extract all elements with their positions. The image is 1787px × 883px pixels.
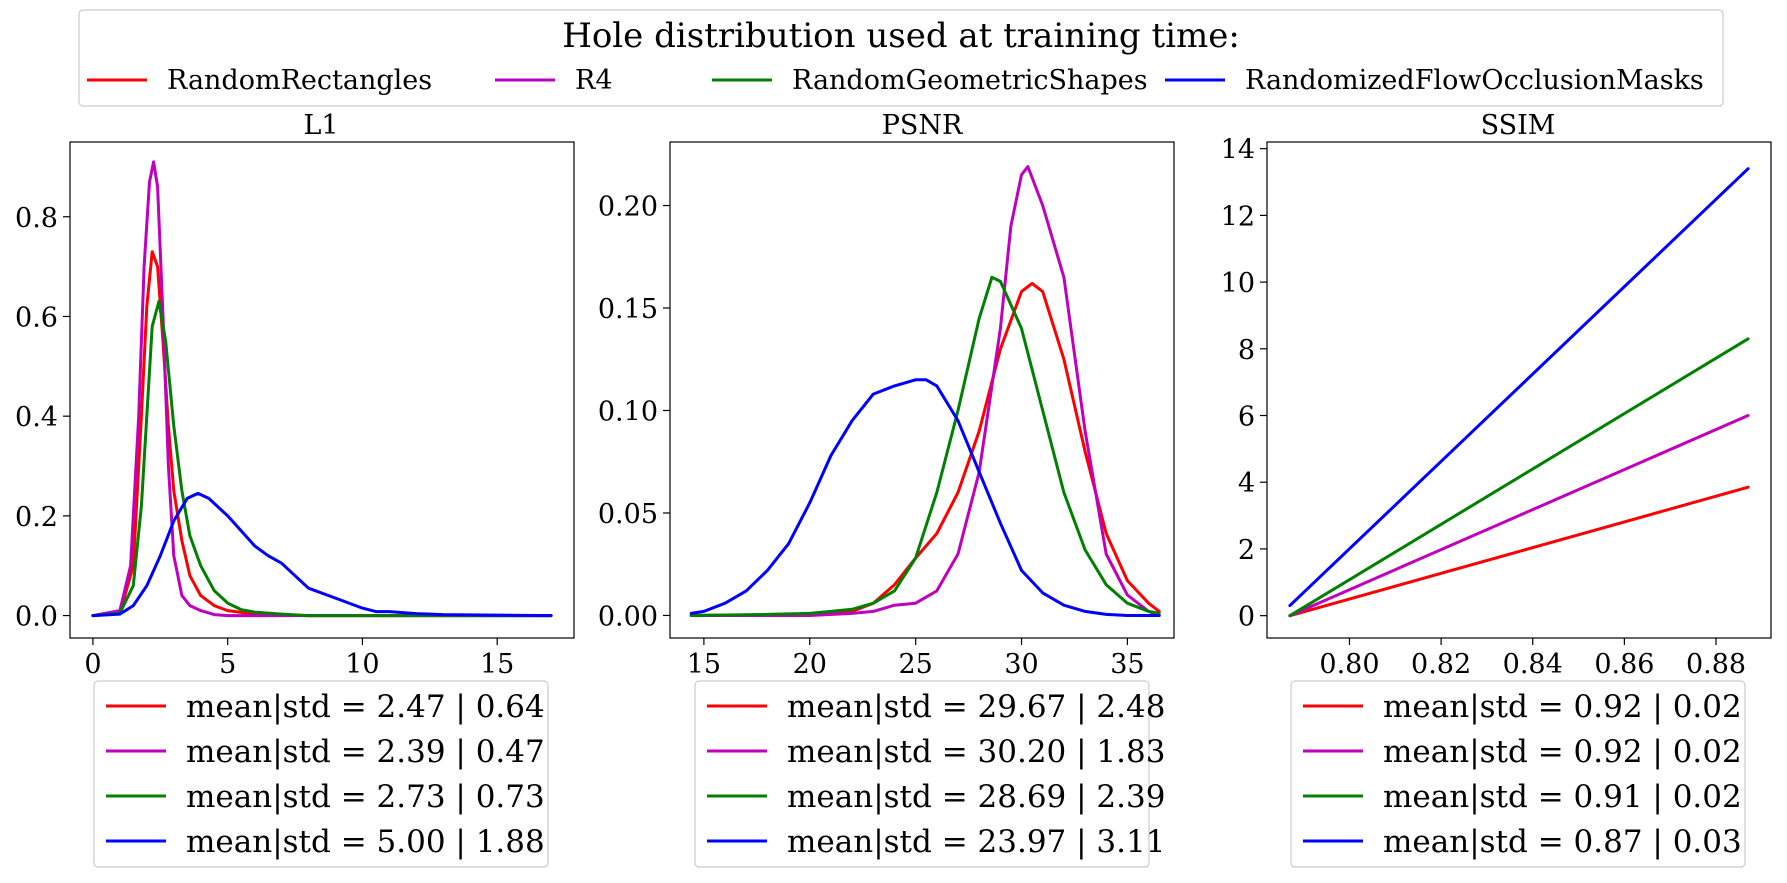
series-line-RandomRectangles xyxy=(1288,485,1750,618)
top-legend: Hole distribution used at training time:… xyxy=(78,9,1724,107)
y-tick-label: 0.2 xyxy=(15,502,58,533)
stats-legend-label: mean|std = 0.92 | 0.02 xyxy=(1383,734,1742,770)
x-tick-label: 35 xyxy=(1110,649,1144,680)
panel-title: PSNR xyxy=(882,110,963,141)
stats-legend-label: mean|std = 29.67 | 2.48 xyxy=(787,689,1165,725)
y-tick-label: 0.6 xyxy=(15,302,58,333)
y-tick-label: 0.4 xyxy=(15,402,58,433)
x-tick-label: 0.84 xyxy=(1503,649,1563,680)
series-line-RandomizedFlowOcclusionMasks xyxy=(689,378,1161,617)
y-tick-label: 6 xyxy=(1238,402,1255,433)
stats-legend-label: mean|std = 28.69 | 2.39 xyxy=(787,779,1165,815)
top-legend-label-4: RandomizedFlowOcclusionMasks xyxy=(1245,65,1704,96)
y-tick-label: 2 xyxy=(1238,535,1255,566)
y-tick-label: 0.10 xyxy=(598,396,658,427)
y-tick-label: 0.8 xyxy=(15,203,58,234)
x-tick-label: 20 xyxy=(793,649,827,680)
series-line-R4 xyxy=(91,160,553,618)
stats-legend-label: mean|std = 0.87 | 0.03 xyxy=(1383,824,1742,860)
series-line-RandomGeometricShapes xyxy=(91,300,553,618)
y-tick-label: 0 xyxy=(1238,602,1255,633)
x-tick-label: 25 xyxy=(898,649,932,680)
stats-legend-label: mean|std = 2.73 | 0.73 xyxy=(186,779,545,815)
stats-legend-frame xyxy=(694,680,1150,868)
stats-legend-label: mean|std = 5.00 | 1.88 xyxy=(186,824,545,860)
axes-frame xyxy=(1266,141,1772,639)
axes-frame xyxy=(669,141,1175,639)
series-line-RandomGeometricShapes xyxy=(689,275,1161,617)
y-tick-label: 0.00 xyxy=(598,601,658,632)
stats-legend-label: mean|std = 30.20 | 1.83 xyxy=(787,734,1165,770)
y-tick-label: 0.0 xyxy=(15,602,58,633)
stats-legend-frame xyxy=(93,680,549,868)
x-tick-label: 15 xyxy=(687,649,721,680)
y-tick-label: 0.20 xyxy=(598,192,658,223)
top-legend-label-1: RandomRectangles xyxy=(167,65,432,96)
series-line-RandomGeometricShapes xyxy=(1288,337,1750,618)
panel-title: L1 xyxy=(303,110,338,141)
x-tick-label: 0.86 xyxy=(1594,649,1654,680)
y-tick-label: 0.05 xyxy=(598,499,658,530)
panel-psnr: PSNR 15 20 25 30 35 0.00 0.05 0.10 0.15 0.20 mean|s… xyxy=(598,110,1175,868)
stats-legend: mean|std = 0.92 | 0.02 mean|std = 0.92 | … xyxy=(1290,680,1746,868)
stats-legend-label: mean|std = 2.47 | 0.64 xyxy=(186,689,545,725)
y-tick-label: 12 xyxy=(1221,201,1255,232)
series-line-RandomizedFlowOcclusionMasks xyxy=(91,491,553,618)
series-line-RandomRectangles xyxy=(91,250,553,618)
y-tick-label: 14 xyxy=(1221,135,1255,166)
x-tick-label: 0.80 xyxy=(1319,649,1379,680)
top-legend-label-2: R4 xyxy=(575,65,613,96)
stats-legend-label: mean|std = 0.92 | 0.02 xyxy=(1383,689,1742,725)
top-legend-label-3: RandomGeometricShapes xyxy=(792,65,1148,96)
x-tick-label: 0.82 xyxy=(1411,649,1471,680)
x-tick-label: 0 xyxy=(84,649,101,680)
stats-legend-frame xyxy=(1290,680,1746,868)
y-tick-label: 10 xyxy=(1221,268,1255,299)
panel-ssim: SSIM 0.80 0.82 0.84 0.86 0.88 0 2 4 6 8 10 12 14 mean|… xyxy=(1221,110,1772,868)
x-tick-label: 10 xyxy=(345,649,379,680)
x-tick-label: 0.88 xyxy=(1686,649,1746,680)
x-tick-label: 5 xyxy=(219,649,236,680)
y-tick-label: 4 xyxy=(1238,468,1255,499)
y-tick-label: 8 xyxy=(1238,335,1255,366)
top-legend-title: Hole distribution used at training time: xyxy=(562,16,1240,56)
panel-title: SSIM xyxy=(1481,110,1556,141)
x-tick-label: 30 xyxy=(1004,649,1038,680)
stats-legend: mean|std = 29.67 | 2.48 mean|std = 30.20 … xyxy=(694,680,1165,868)
series-line-R4 xyxy=(1288,414,1750,618)
stats-legend-label: mean|std = 0.91 | 0.02 xyxy=(1383,779,1742,815)
series-line-R4 xyxy=(689,165,1161,617)
stats-legend-label: mean|std = 23.97 | 3.11 xyxy=(787,824,1165,860)
y-tick-label: 0.15 xyxy=(598,294,658,325)
x-tick-label: 15 xyxy=(480,649,514,680)
axes-frame xyxy=(69,141,575,639)
series-line-RandomizedFlowOcclusionMasks xyxy=(1288,167,1750,608)
panel-l1: L1 0 5 10 15 0.0 0.2 0.4 0.6 0.8 mean|std = 2.47 |… xyxy=(15,110,575,868)
top-legend-frame xyxy=(78,9,1724,107)
stats-legend-label: mean|std = 2.39 | 0.47 xyxy=(186,734,545,770)
stats-legend: mean|std = 2.47 | 0.64 mean|std = 2.39 | … xyxy=(93,680,549,868)
